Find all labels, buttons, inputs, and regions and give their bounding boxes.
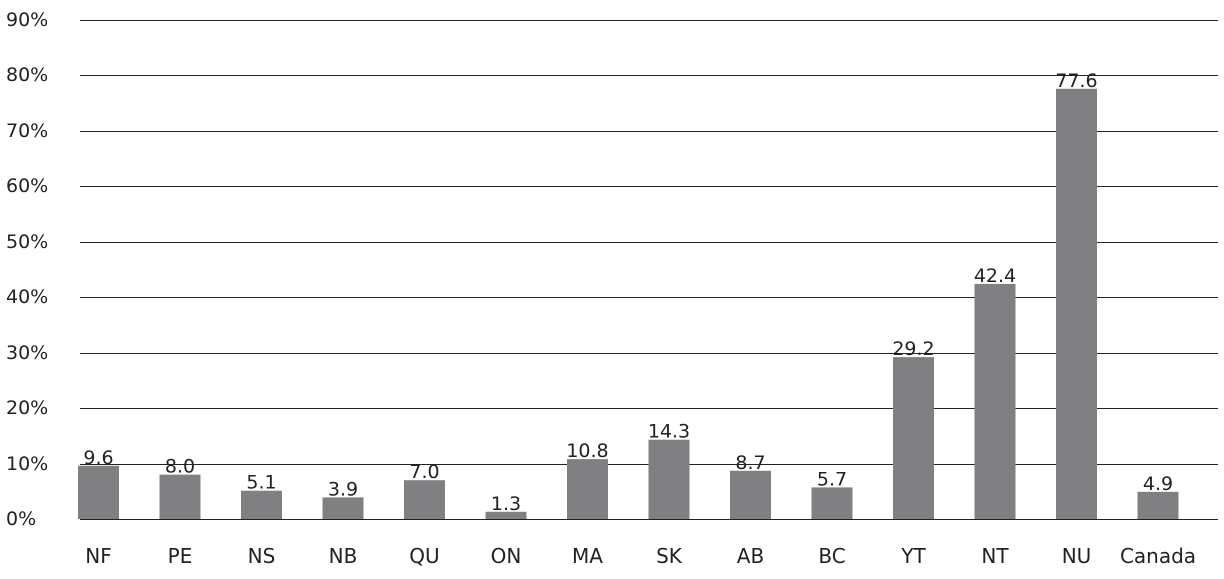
data-label: 1.3 — [491, 493, 521, 515]
data-label: 7.0 — [409, 461, 439, 483]
bar — [78, 465, 119, 519]
y-tick-label: 80% — [6, 64, 48, 86]
bar — [648, 439, 690, 519]
bar — [1137, 491, 1179, 519]
data-label: 3.9 — [328, 478, 358, 500]
bar — [567, 459, 608, 519]
x-tick-label: BC — [818, 544, 845, 568]
gridlines — [80, 20, 1218, 520]
bars — [78, 88, 1179, 520]
bar — [811, 487, 853, 519]
data-label: 14.3 — [648, 421, 690, 443]
bar — [893, 357, 934, 519]
x-tick-label: Canada — [1120, 544, 1196, 568]
x-tick-label: NS — [248, 544, 276, 568]
data-label: 8.7 — [735, 452, 765, 474]
data-label: 4.9 — [1143, 473, 1173, 495]
x-tick-label: ON — [491, 544, 522, 568]
data-label: 9.6 — [83, 447, 113, 469]
y-tick-label: 10% — [6, 453, 48, 475]
y-tick-label: 60% — [6, 175, 48, 197]
data-label: 77.6 — [1055, 70, 1097, 92]
bar — [404, 480, 445, 519]
data-label: 5.1 — [246, 472, 276, 494]
data-label: 8.0 — [165, 456, 195, 478]
data-label: 42.4 — [974, 265, 1016, 287]
x-tick-label: NT — [981, 544, 1009, 568]
x-tick-label: NB — [329, 544, 358, 568]
x-tick-label: SK — [656, 544, 683, 568]
y-axis-tick-labels: 0% 10% 20% 30% 40% 50% 60% 70% 80% 90% — [6, 9, 48, 530]
data-labels: 9.6 8.0 5.1 3.9 7.0 1.3 10.8 14.3 8.7 5.7 29.2 42.4… — [83, 70, 1173, 515]
y-tick-label: 50% — [6, 231, 48, 253]
bar — [974, 283, 1016, 519]
data-label: 5.7 — [817, 468, 847, 490]
bar — [485, 511, 527, 519]
x-tick-label: NU — [1062, 544, 1092, 568]
bar — [322, 497, 364, 519]
x-axis-tick-labels: NF PE NS NB QU ON MA SK AB BC YT NT NU Canada — [85, 544, 1196, 568]
x-tick-label: YT — [900, 544, 926, 568]
data-label: 29.2 — [892, 338, 934, 360]
x-tick-label: PE — [168, 544, 193, 568]
bar — [730, 470, 771, 519]
y-tick-label: 90% — [6, 9, 48, 31]
y-tick-label: 40% — [6, 286, 48, 308]
y-tick-label: 70% — [6, 120, 48, 142]
x-tick-label: NF — [85, 544, 111, 568]
bar — [1056, 88, 1097, 520]
x-tick-label: QU — [409, 544, 439, 568]
data-label: 10.8 — [566, 440, 608, 462]
x-tick-label: AB — [737, 544, 764, 568]
x-tick-label: MA — [572, 544, 603, 568]
bar — [159, 474, 201, 519]
bar — [241, 490, 282, 519]
y-tick-label: 30% — [6, 342, 48, 364]
y-tick-label: 20% — [6, 397, 48, 419]
y-tick-label: 0% — [6, 508, 36, 530]
